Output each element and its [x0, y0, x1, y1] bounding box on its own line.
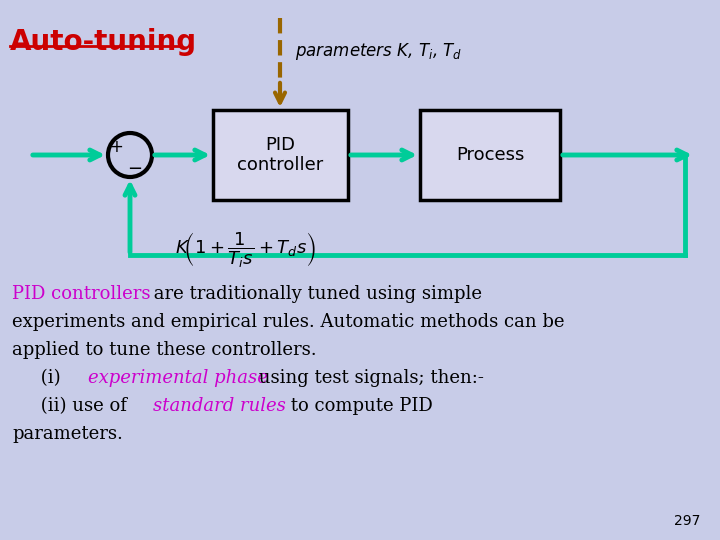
Text: parameters.: parameters. [12, 425, 123, 443]
Circle shape [108, 133, 152, 177]
Text: 297: 297 [674, 514, 700, 528]
Text: experimental phase: experimental phase [88, 369, 268, 387]
Text: +: + [109, 138, 123, 156]
Text: using test signals; then:-: using test signals; then:- [253, 369, 484, 387]
Text: (ii) use of: (ii) use of [12, 397, 132, 415]
Text: −: − [127, 160, 143, 178]
Text: Process: Process [456, 146, 524, 164]
Text: standard rules: standard rules [153, 397, 286, 415]
Text: Auto-tuning: Auto-tuning [10, 28, 197, 56]
Text: (i): (i) [12, 369, 72, 387]
FancyBboxPatch shape [213, 110, 348, 200]
Text: PID
controller: PID controller [238, 136, 323, 174]
Text: to compute PID: to compute PID [285, 397, 433, 415]
Text: are traditionally tuned using simple: are traditionally tuned using simple [148, 285, 482, 303]
Text: experiments and empirical rules. Automatic methods can be: experiments and empirical rules. Automat… [12, 313, 564, 331]
Text: parameters $K$, $T_i$, $T_d$: parameters $K$, $T_i$, $T_d$ [295, 42, 462, 63]
Text: $K\!\left(1+\dfrac{1}{T_i s}+T_d s\right)$: $K\!\left(1+\dfrac{1}{T_i s}+T_d s\right… [175, 230, 316, 269]
Text: applied to tune these controllers.: applied to tune these controllers. [12, 341, 317, 359]
FancyBboxPatch shape [420, 110, 560, 200]
Text: PID controllers: PID controllers [12, 285, 150, 303]
